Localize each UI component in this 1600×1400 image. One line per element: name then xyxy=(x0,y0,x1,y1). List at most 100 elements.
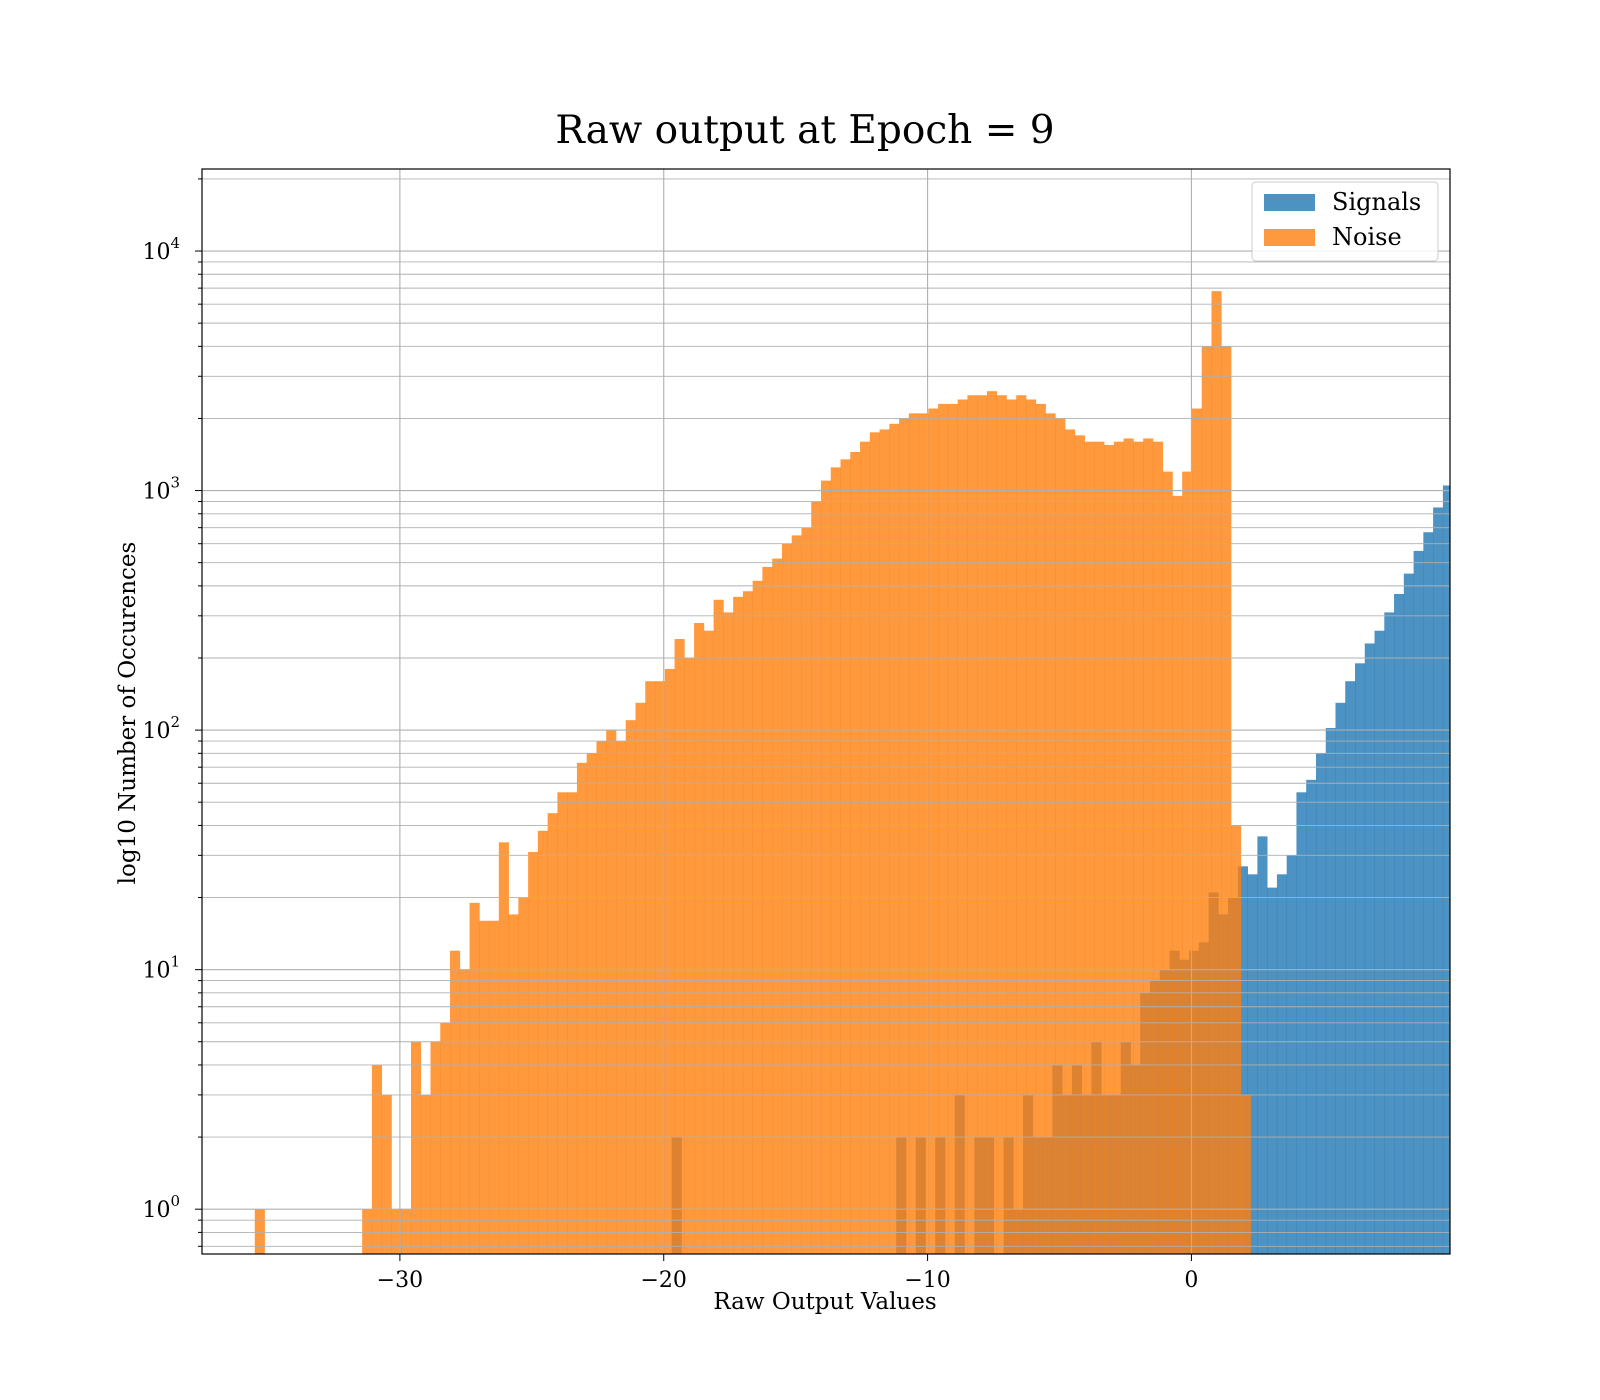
y-tick-label: 103 xyxy=(142,474,180,505)
bar-signals xyxy=(1276,874,1288,1254)
bar-noise xyxy=(811,501,822,1254)
bar-noise xyxy=(635,702,646,1254)
bar-noise xyxy=(820,480,832,1254)
bar-signals xyxy=(1423,532,1434,1254)
bar-noise xyxy=(625,720,636,1254)
bar-noise xyxy=(889,423,900,1254)
bar-signals xyxy=(1335,702,1346,1254)
bar-noise xyxy=(1143,438,1154,1254)
bar-noise xyxy=(547,813,558,1254)
bar-noise xyxy=(684,658,695,1254)
bar-noise xyxy=(850,451,861,1254)
bar-noise xyxy=(498,842,509,1254)
legend-label-noise: Noise xyxy=(1332,223,1402,251)
bar-noise xyxy=(489,920,500,1254)
bar-noise xyxy=(508,914,519,1254)
bar-noise xyxy=(391,1209,402,1254)
bar-signals xyxy=(1364,643,1375,1254)
bar-noise xyxy=(1006,399,1017,1254)
bar-noise xyxy=(1026,399,1037,1254)
bar-noise xyxy=(469,902,480,1254)
y-tick-label: 101 xyxy=(142,953,180,984)
bar-signals xyxy=(1325,728,1336,1254)
bar-noise xyxy=(1055,418,1066,1254)
bar-signals xyxy=(1286,855,1297,1254)
bar-noise xyxy=(1201,346,1212,1254)
bar-noise xyxy=(1123,438,1134,1254)
bar-signals xyxy=(1247,874,1258,1254)
bar-noise xyxy=(1211,291,1222,1254)
bar-noise xyxy=(1074,435,1085,1254)
bar-noise xyxy=(254,1209,265,1254)
bar-signals xyxy=(1403,573,1414,1254)
bar-noise xyxy=(528,851,539,1254)
bar-noise xyxy=(713,599,724,1254)
bar-noise xyxy=(938,403,949,1254)
bar-noise xyxy=(430,1041,441,1254)
bar-noise xyxy=(1065,429,1076,1254)
bar-signals xyxy=(1306,779,1317,1254)
y-axis-title: log10 Number of Occurences xyxy=(115,542,141,885)
bar-noise xyxy=(957,399,968,1254)
bar-noise xyxy=(791,535,802,1254)
bar-signals xyxy=(1374,630,1385,1254)
bar-noise xyxy=(1016,395,1027,1254)
bar-noise xyxy=(781,543,793,1254)
bar-noise xyxy=(830,467,841,1254)
plot-area: −30 −20 −10 0 100 101 102 103 104 xyxy=(142,168,1451,1293)
bar-noise xyxy=(1152,441,1164,1254)
bar-noise xyxy=(967,395,978,1254)
bar-noise xyxy=(362,1209,373,1254)
bar-noise xyxy=(1104,444,1115,1254)
bar-noise xyxy=(440,1022,451,1254)
bar-noise xyxy=(401,1209,412,1254)
x-tick-label: −10 xyxy=(904,1268,950,1293)
bar-noise xyxy=(772,558,783,1254)
bar-noise xyxy=(674,639,685,1254)
y-tick-label: 100 xyxy=(142,1192,180,1223)
bar-noise xyxy=(986,391,998,1254)
bar-signals xyxy=(1257,836,1268,1254)
bar-noise xyxy=(1094,441,1105,1254)
bar-signals xyxy=(1433,507,1444,1254)
bar-noise xyxy=(977,395,988,1254)
bar-signals xyxy=(1267,887,1278,1254)
bar-noise xyxy=(655,681,666,1254)
bar-noise xyxy=(723,612,734,1254)
bar-noise xyxy=(1182,471,1193,1254)
bar-noise xyxy=(908,413,919,1254)
bar-signals xyxy=(1384,612,1395,1254)
bar-noise xyxy=(1172,495,1183,1254)
bar-signals xyxy=(1315,753,1327,1254)
y-tick-label: 102 xyxy=(142,713,180,744)
bar-noise xyxy=(479,920,490,1254)
bar-noise xyxy=(996,395,1007,1254)
bar-noise xyxy=(410,1041,422,1254)
bar-noise xyxy=(371,1064,383,1254)
bar-noise xyxy=(420,1094,431,1254)
bar-noise xyxy=(928,408,939,1254)
bar-noise xyxy=(645,681,656,1254)
bar-noise xyxy=(742,591,753,1254)
bar-noise xyxy=(537,830,548,1254)
bar-noise xyxy=(450,950,461,1254)
x-tick-label: −30 xyxy=(377,1268,423,1293)
bar-noise xyxy=(576,762,588,1254)
bar-noise xyxy=(918,413,929,1254)
bar-noise xyxy=(1240,1094,1251,1254)
chart-title: Raw output at Epoch = 9 xyxy=(555,108,1054,153)
bar-noise xyxy=(615,741,627,1254)
bar-noise xyxy=(1221,346,1232,1254)
bar-noise xyxy=(586,753,597,1254)
legend-swatch-signals xyxy=(1264,194,1315,211)
bar-noise xyxy=(381,1094,392,1254)
bar-noise xyxy=(801,527,812,1254)
bar-noise xyxy=(1231,825,1242,1254)
bar-noise xyxy=(1084,441,1095,1254)
bar-noise xyxy=(1162,471,1173,1254)
x-tick-label: −20 xyxy=(641,1268,687,1293)
bar-noise xyxy=(518,897,529,1254)
bar-noise xyxy=(947,403,959,1254)
bar-noise xyxy=(1113,441,1124,1254)
